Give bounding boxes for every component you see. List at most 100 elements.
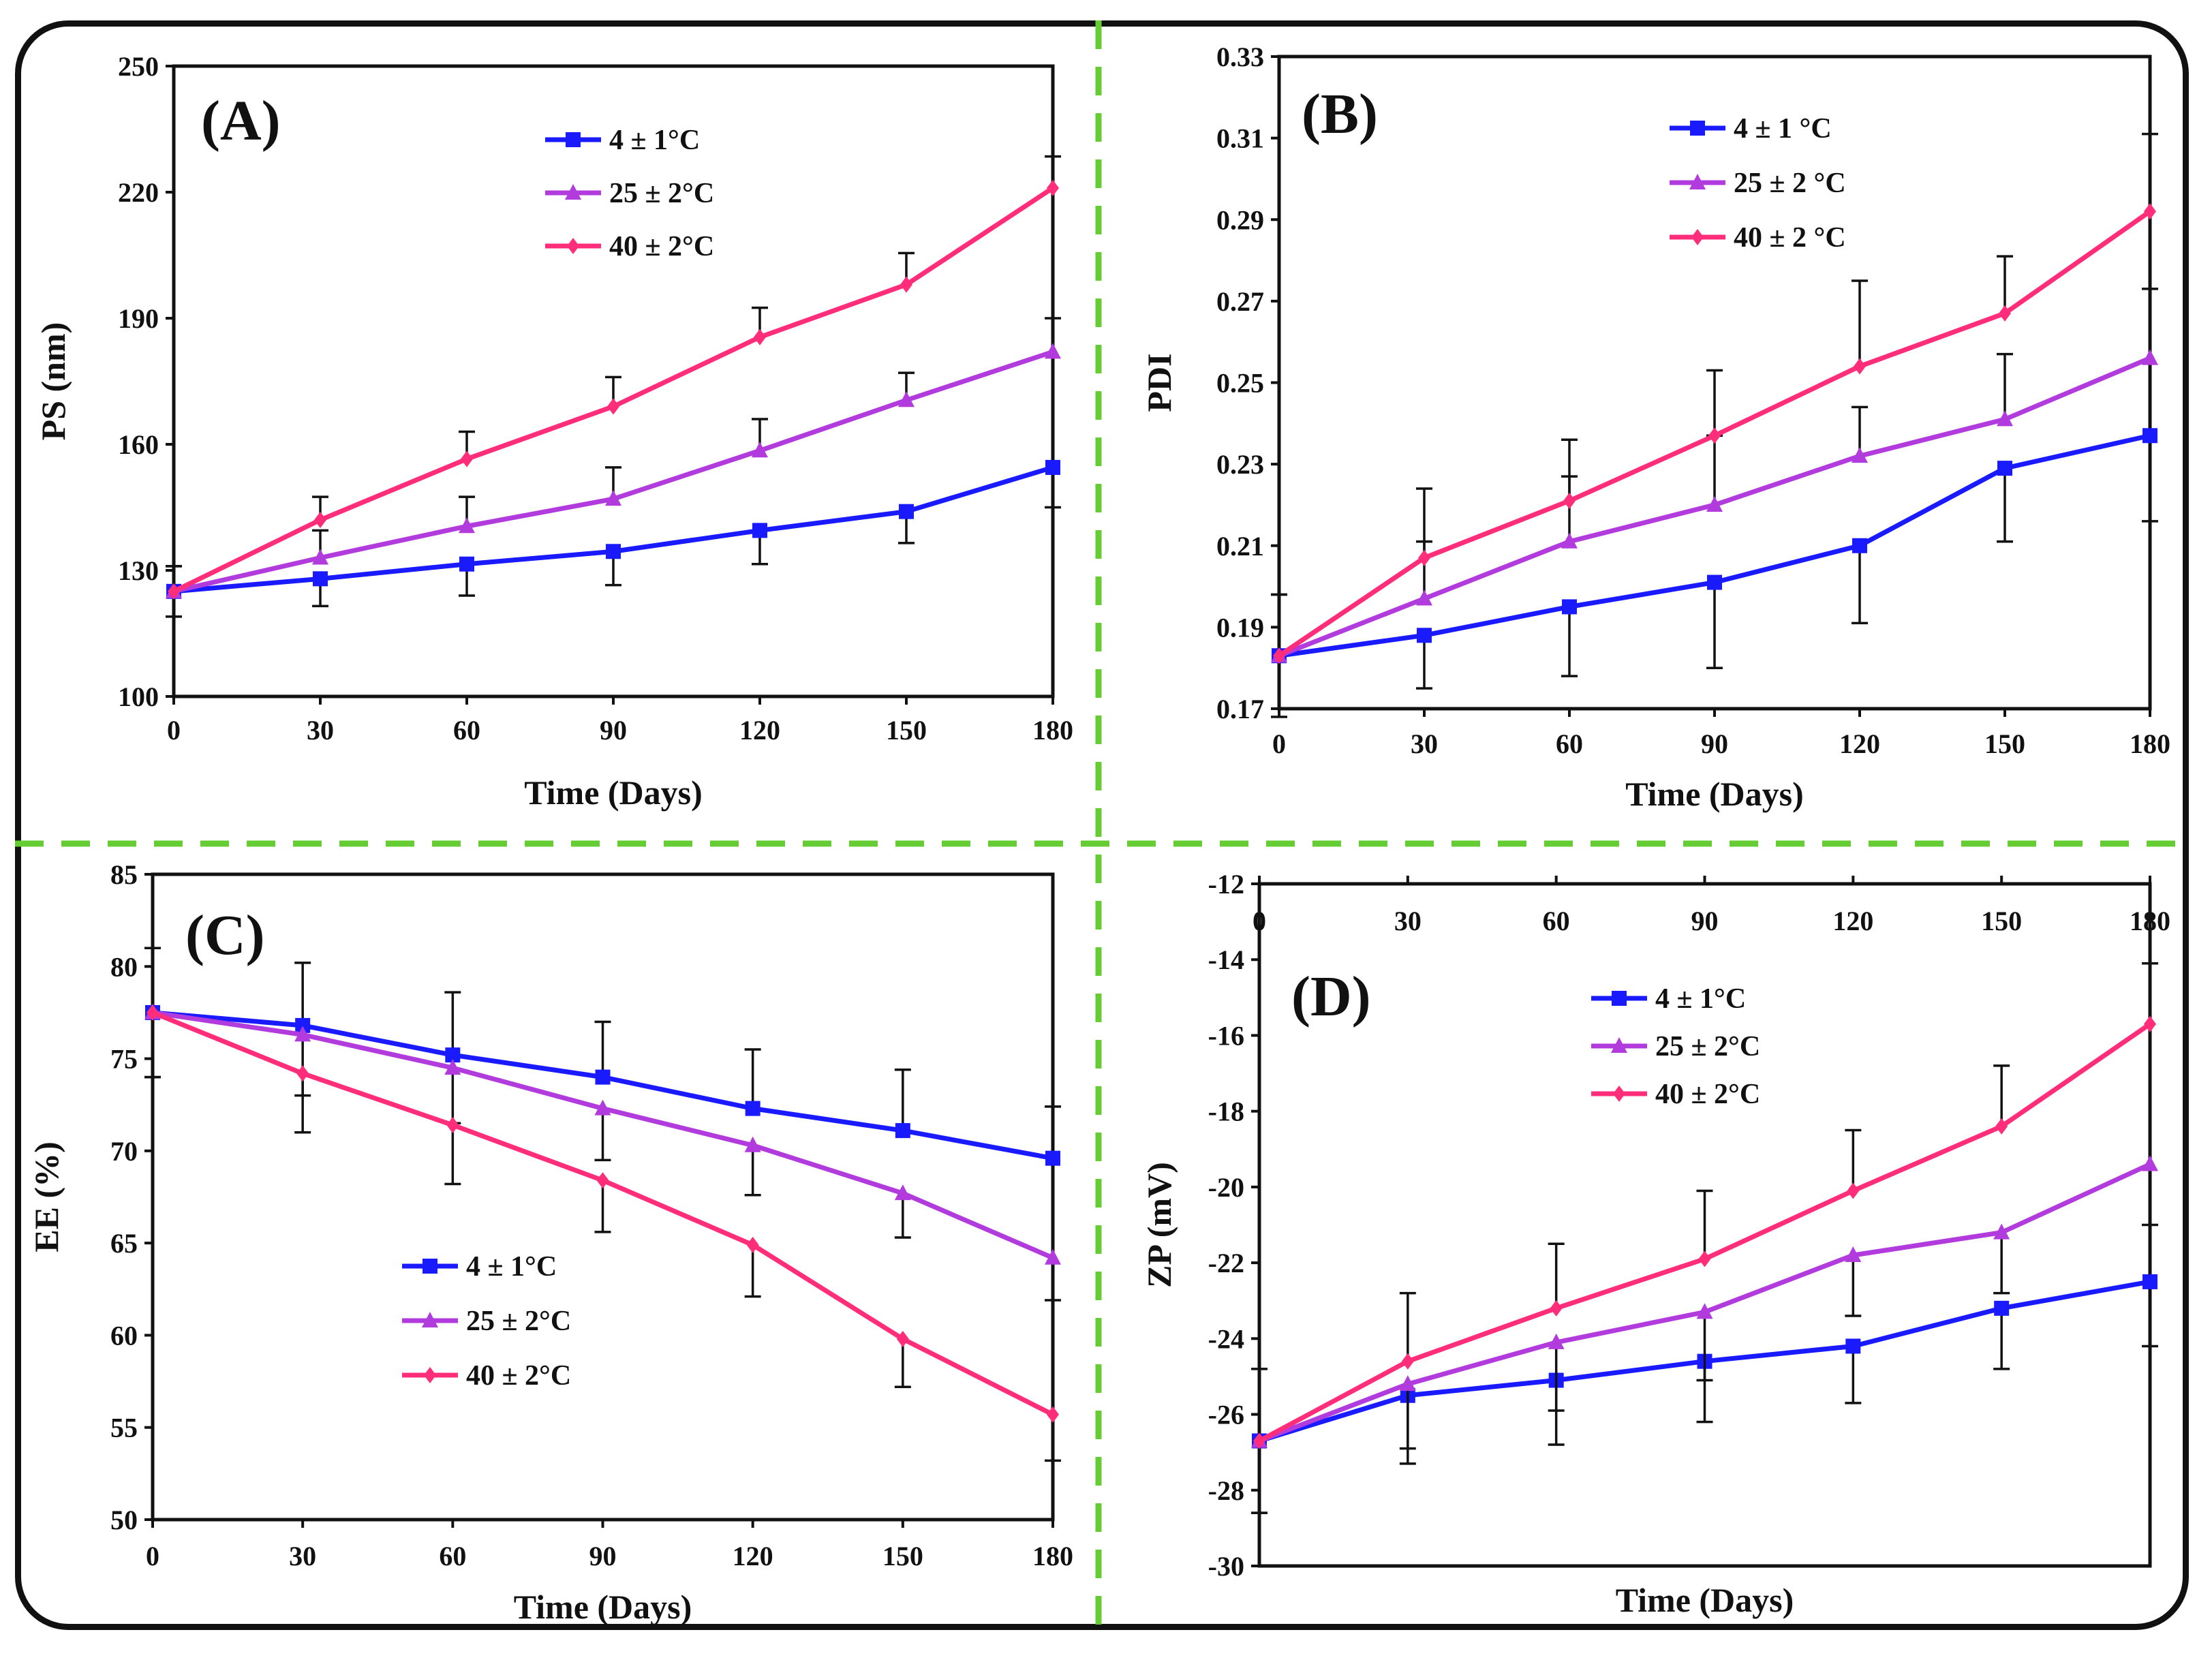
y-tick-label-b: 0.23 [1216, 449, 1264, 480]
x-tick-label-b: 30 [1411, 728, 1438, 759]
data-point [1994, 1300, 2010, 1316]
data-point [1548, 1333, 1565, 1349]
x-tick-label-a: 120 [739, 715, 780, 746]
data-point [2144, 1015, 2156, 1032]
y-tick-label-c: 80 [110, 951, 138, 982]
data-point [1997, 410, 2013, 427]
data-point [2142, 1155, 2158, 1171]
data-point [605, 490, 621, 506]
data-point [1993, 1223, 2010, 1240]
x-axis-title-a: Time (Days) [524, 773, 703, 812]
legend-label: 25 ± 2°C [1655, 1031, 1760, 1062]
data-point [1708, 427, 1721, 444]
y-tick-label-a: 190 [118, 303, 159, 334]
chart-panel-d: -30 -28 -26 -24 -22 -20 -18 -16 -14 -12 0 30 60 90 120… [1140, 869, 2170, 1619]
data-point [2144, 203, 2156, 220]
series-b-3 [1271, 132, 2158, 664]
data-point [754, 328, 766, 345]
legend-label: 4 ± 1 °C [1734, 113, 1832, 144]
legend-d: 4 ± 1°C 25 ± 2°C 40 ± 2°C [1591, 983, 1760, 1110]
y-axis-title-a: PS (nm) [34, 322, 72, 441]
y-tick-label-d: -28 [1208, 1475, 1244, 1506]
data-point [1401, 1353, 1414, 1370]
y-tick-label-b: 0.25 [1216, 368, 1264, 399]
y-tick-label-d: -26 [1208, 1400, 1244, 1430]
data-point [896, 1330, 909, 1347]
x-tick-label-a: 30 [307, 715, 334, 746]
data-point [744, 1136, 761, 1152]
legend-label: 25 ± 2 °C [1734, 168, 1846, 199]
data-point [147, 1004, 159, 1021]
data-point [1045, 1248, 1061, 1265]
y-axis-title-d: ZP (mV) [1140, 1162, 1178, 1288]
data-point [1561, 532, 1578, 549]
y-tick-label-d: -24 [1208, 1323, 1244, 1354]
x-tick-label-a: 150 [886, 715, 927, 746]
data-point [606, 544, 621, 559]
data-point [899, 504, 914, 519]
y-axis-title-c: EE (%) [27, 1141, 65, 1252]
y-tick-label-d: -14 [1208, 944, 1244, 975]
data-point [898, 391, 915, 408]
y-tick-label-c: 50 [110, 1505, 138, 1535]
x-tick-label-b: 120 [1839, 728, 1880, 759]
y-axis-title-b: PDI [1140, 353, 1178, 412]
legend-marker [1690, 121, 1705, 136]
data-point [1045, 1150, 1060, 1166]
y-tick-label-c: 65 [110, 1228, 138, 1259]
x-tick-label-a: 90 [600, 715, 627, 746]
data-point [1417, 628, 1432, 643]
panel-label-a: (A) [201, 89, 281, 153]
data-point [461, 450, 473, 467]
legend-label: 40 ± 2°C [466, 1360, 571, 1392]
data-point [900, 276, 912, 293]
data-point [1562, 599, 1577, 615]
data-point [607, 398, 619, 415]
data-point [1995, 1118, 2008, 1135]
data-point [312, 549, 328, 565]
data-point [1563, 492, 1576, 509]
data-point [296, 1065, 309, 1082]
data-point [894, 1184, 911, 1201]
legend-marker [565, 184, 581, 200]
data-point [752, 523, 767, 538]
y-tick-label-a: 250 [118, 51, 159, 82]
y-tick-label-a: 220 [118, 177, 159, 208]
y-tick-label-b: 0.31 [1216, 123, 1264, 154]
x-tick-label-d: 150 [1981, 906, 2022, 936]
y-tick-label-c: 85 [110, 859, 138, 890]
y-tick-label-b: 0.29 [1216, 204, 1264, 235]
x-tick-label-c: 180 [1032, 1541, 1073, 1571]
y-tick-label-d: -20 [1208, 1172, 1244, 1203]
x-tick-label-d: 60 [1543, 906, 1570, 936]
legend-b: 4 ± 1 °C 25 ± 2 °C 40 ± 2 °C [1670, 113, 1846, 253]
x-tick-label-a: 180 [1032, 715, 1073, 746]
x-tick-label-d: 180 [2130, 906, 2170, 936]
data-point [1997, 461, 2012, 476]
legend-label: 40 ± 2°C [1655, 1079, 1760, 1110]
legend-c: 4 ± 1°C 25 ± 2°C 40 ± 2°C [402, 1251, 571, 1392]
data-point [1852, 538, 1867, 553]
legend-marker [1689, 174, 1706, 189]
data-point [314, 512, 326, 528]
x-axis-title-d: Time (Days) [1616, 1581, 1794, 1619]
legend-label: 25 ± 2°C [609, 178, 714, 209]
legend-marker [1613, 1086, 1625, 1102]
legend-marker [424, 1367, 436, 1383]
y-tick-label-c: 60 [110, 1320, 138, 1351]
y-tick-label-d: -16 [1208, 1020, 1244, 1051]
x-axis-title-b: Time (Days) [1625, 775, 1804, 813]
data-point [1418, 549, 1430, 566]
legend-label: 40 ± 2 °C [1734, 222, 1846, 253]
x-tick-label-a: 0 [167, 715, 181, 746]
y-tick-label-d: -22 [1208, 1248, 1244, 1278]
y-tick-label-c: 55 [110, 1413, 138, 1443]
x-tick-label-c: 90 [589, 1541, 617, 1571]
data-point [1253, 1432, 1265, 1449]
panel-label-b: (B) [1302, 82, 1378, 146]
x-tick-label-d: 0 [1253, 906, 1266, 936]
y-tick-label-b: 0.33 [1216, 42, 1264, 72]
data-point [1696, 1303, 1713, 1319]
data-point [1273, 647, 1285, 664]
